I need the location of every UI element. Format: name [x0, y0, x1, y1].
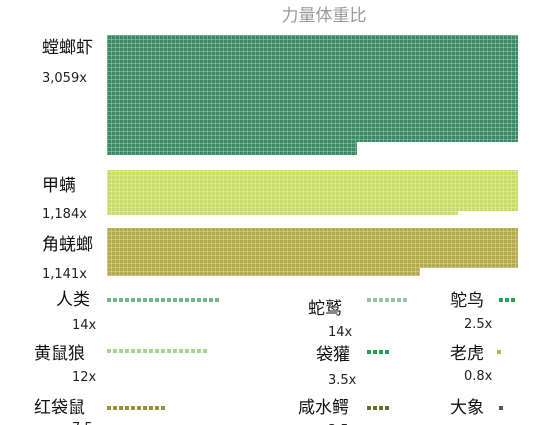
- waffle-strip-4: [107, 349, 207, 353]
- waffle-gap-3: [159, 298, 161, 302]
- waffle-gap-5: [123, 406, 125, 410]
- series-value-4: 12x: [72, 370, 97, 385]
- waffle-gap-3: [189, 298, 191, 302]
- series-label-0: 螳螂虾: [42, 38, 93, 58]
- series-label-11: 大象: [450, 398, 484, 418]
- waffle-strip-3: [107, 298, 219, 302]
- series-value-8: 3.5: [328, 423, 349, 425]
- waffle-gap-3: [117, 298, 119, 302]
- series-label-10: 老虎: [450, 344, 484, 364]
- waffle-gap-3: [153, 298, 155, 302]
- series-label-9: 鸵鸟: [450, 291, 484, 311]
- waffle-gap-9: [515, 298, 517, 302]
- waffle-gap-3: [111, 298, 113, 302]
- waffle-gap-4: [129, 349, 131, 353]
- waffle-gap-8: [389, 406, 391, 410]
- series-value-9: 2.5x: [464, 317, 493, 332]
- waffle-gap-3: [123, 298, 125, 302]
- waffle-gap-4: [183, 349, 185, 353]
- series-value-1: 1,184x: [42, 207, 87, 222]
- waffle-strip-9: [499, 298, 517, 302]
- series-label-8: 咸水鳄: [298, 398, 349, 418]
- waffle-strip-10: [497, 350, 502, 354]
- waffle-gap-9: [509, 298, 511, 302]
- waffle-gap-3: [135, 298, 137, 302]
- waffle-gap-3: [213, 298, 215, 302]
- waffle-gap-3: [183, 298, 185, 302]
- series-label-7: 袋獾: [316, 345, 350, 365]
- waffle-gap-4: [141, 349, 143, 353]
- waffle-gap-3: [195, 298, 197, 302]
- waffle-strip-6: [367, 298, 407, 302]
- series-value-0: 3,059x: [42, 71, 87, 86]
- waffle-gap-5: [159, 406, 161, 410]
- waffle-gap-4: [159, 349, 161, 353]
- waffle-gap-7: [383, 350, 385, 354]
- waffle-gap-6: [371, 298, 373, 302]
- series-label-1: 甲螨: [42, 176, 76, 196]
- waffle-gap-3: [129, 298, 131, 302]
- waffle-gap-4: [153, 349, 155, 353]
- series-value-5: 7.5: [72, 421, 93, 425]
- waffle-gap-5: [111, 406, 113, 410]
- series-value-2: 1,141x: [42, 267, 87, 282]
- waffle-gap-5: [117, 406, 119, 410]
- waffle-gap-4: [189, 349, 191, 353]
- waffle-gap-4: [117, 349, 119, 353]
- chart-labels: 螳螂虾 3,059x 甲螨 1,184x 角蜣螂 1,141x 人类 14x 黄鼠狼 12x 红袋鼠…: [34, 38, 493, 425]
- waffle-gap-9: [503, 298, 505, 302]
- series-value-10: 0.8x: [464, 369, 493, 384]
- waffle-gap-5: [165, 406, 167, 410]
- waffle-gap-8: [383, 406, 385, 410]
- chart-marks: [107, 35, 518, 410]
- waffle-gap-4: [165, 349, 167, 353]
- waffle-gap-6: [377, 298, 379, 302]
- series-value-3: 14x: [72, 318, 97, 333]
- series-label-3: 人类: [56, 290, 90, 310]
- waffle-gap-4: [171, 349, 173, 353]
- series-value-7: 3.5x: [328, 373, 357, 388]
- waffle-gap-5: [129, 406, 131, 410]
- waffle-gap-10: [501, 350, 503, 354]
- waffle-gap-5: [153, 406, 155, 410]
- waffle-gap-4: [111, 349, 113, 353]
- waffle-gap-5: [147, 406, 149, 410]
- waffle-gap-6: [383, 298, 385, 302]
- waffle-gap-8: [371, 406, 373, 410]
- waffle-grid-0: [107, 35, 518, 155]
- waffle-gap-3: [207, 298, 209, 302]
- waffle-gap-6: [401, 298, 403, 302]
- waffle-gap-6: [395, 298, 397, 302]
- waffle-gap-7: [371, 350, 373, 354]
- series-label-2: 角蜣螂: [42, 235, 93, 255]
- series-value-6: 14x: [328, 325, 353, 340]
- waffle-gap-4: [123, 349, 125, 353]
- waffle-gap-4: [177, 349, 179, 353]
- waffle-gap-4: [201, 349, 203, 353]
- waffle-gap-4: [195, 349, 197, 353]
- waffle-gap-5: [141, 406, 143, 410]
- waffle-gap-3: [141, 298, 143, 302]
- waffle-gap-3: [171, 298, 173, 302]
- waffle-gap-8: [377, 406, 379, 410]
- waffle-gap-4: [135, 349, 137, 353]
- waffle-strip-11: [499, 406, 503, 410]
- chart-title: 力量体重比: [282, 6, 367, 26]
- waffle-gap-3: [201, 298, 203, 302]
- waffle-gap-4: [147, 349, 149, 353]
- waffle-gap-5: [135, 406, 137, 410]
- waffle-gap-3: [177, 298, 179, 302]
- waffle-grid-1: [107, 170, 518, 215]
- waffle-gap-3: [147, 298, 149, 302]
- series-label-5: 红袋鼠: [34, 398, 85, 418]
- waffle-gap-7: [377, 350, 379, 354]
- waffle-grid-2: [107, 228, 518, 276]
- series-label-4: 黄鼠狼: [34, 344, 85, 364]
- waffle-gap-7: [389, 350, 391, 354]
- waffle-gap-6: [389, 298, 391, 302]
- series-label-6: 蛇鹫: [308, 299, 342, 319]
- waffle-gap-3: [165, 298, 167, 302]
